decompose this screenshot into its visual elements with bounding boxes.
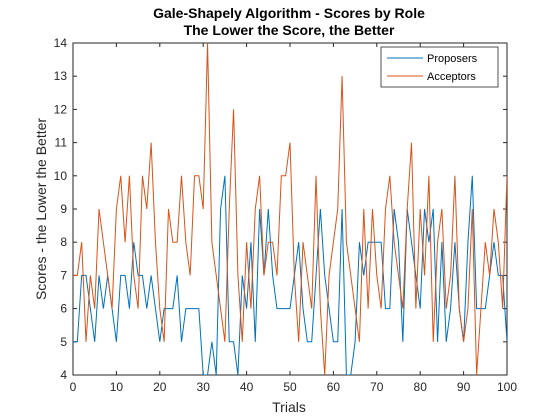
x-tick-label: 70 xyxy=(370,380,384,394)
x-axis-label: Trials xyxy=(272,399,306,415)
legend: Proposers Acceptors xyxy=(380,46,499,88)
x-tick-label: 0 xyxy=(70,380,77,394)
legend-label-proposers: Proposers xyxy=(427,53,478,65)
x-tick-label: 10 xyxy=(110,380,124,394)
y-tick-label: 4 xyxy=(60,368,67,382)
x-tick-label: 100 xyxy=(497,380,517,394)
y-ticks: 4 5 6 7 8 9 10 11 12 13 14 xyxy=(54,36,507,382)
y-tick-label: 9 xyxy=(60,202,67,216)
y-tick-label: 10 xyxy=(54,169,68,183)
x-tick-label: 80 xyxy=(414,380,428,394)
series-line-acceptors xyxy=(73,43,507,375)
x-tick-label: 20 xyxy=(153,380,167,394)
series-lines xyxy=(73,43,507,375)
legend-box xyxy=(380,46,499,88)
y-tick-label: 14 xyxy=(54,36,68,50)
chart-subtitle: The Lower the Score, the Better xyxy=(184,22,395,38)
y-tick-label: 12 xyxy=(54,102,68,116)
x-tick-label: 30 xyxy=(197,380,211,394)
x-ticks: 0 10 20 30 40 50 60 70 80 90 100 xyxy=(70,43,517,394)
y-axis-label: Scores - the Lower the Better xyxy=(33,118,49,300)
y-tick-label: 8 xyxy=(60,235,67,249)
x-tick-label: 60 xyxy=(327,380,341,394)
y-tick-label: 11 xyxy=(55,136,68,150)
y-tick-label: 13 xyxy=(54,69,68,83)
y-tick-label: 5 xyxy=(60,335,67,349)
chart-title: Gale-Shapely Algorithm - Scores by Role xyxy=(153,5,425,21)
x-tick-label: 50 xyxy=(283,380,297,394)
plot-area: 4 5 6 7 8 9 10 11 12 13 14 0 10 20 30 40 50 60 70 80 90 100 xyxy=(54,36,518,394)
y-tick-label: 6 xyxy=(60,302,67,316)
x-tick-label: 40 xyxy=(240,380,254,394)
x-tick-label: 90 xyxy=(457,380,471,394)
y-tick-label: 7 xyxy=(60,268,67,282)
series-line-proposers xyxy=(73,175,507,375)
legend-label-acceptors: Acceptors xyxy=(427,71,476,83)
